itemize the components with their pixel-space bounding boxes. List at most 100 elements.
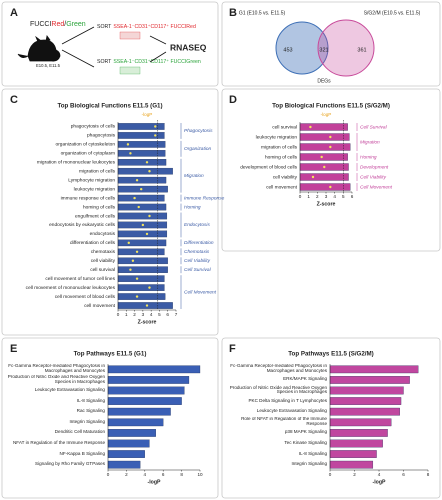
logp-dot	[329, 185, 332, 189]
x-tick-label: 0	[299, 194, 302, 199]
panel-letter: F	[229, 343, 236, 355]
group-label: Organization	[184, 146, 212, 152]
x-axis-label: Z-score	[317, 201, 336, 207]
x-tick-label: 6	[162, 472, 165, 477]
category-label-box: Signaling by Rho Family GTPases	[35, 461, 105, 466]
group-label: Differentiation	[184, 240, 214, 246]
category-label-box: p38 MAPK Signaling	[285, 430, 327, 435]
arrow	[149, 35, 167, 63]
bar	[329, 376, 410, 384]
bar	[329, 386, 404, 395]
bar	[107, 439, 150, 448]
category-label: cell movement	[84, 303, 116, 309]
bar	[299, 143, 351, 151]
bar	[117, 257, 168, 265]
logp-dot	[131, 259, 135, 262]
group-label: Phagocytosis	[184, 128, 213, 134]
category-label: organization of cytoplasm	[61, 151, 115, 157]
category-label-box: Rac Signaling	[77, 408, 105, 413]
logp-dot	[148, 214, 151, 218]
chart-title: Top Pathways E11.5 (G1)	[74, 351, 147, 358]
bar	[117, 284, 165, 291]
group-label: Chemotaxis	[184, 249, 210, 255]
category-label: PKC Delta Signaling in T Lymphocytes	[248, 397, 327, 403]
logp-dot	[145, 232, 149, 236]
category-label-box: NFAT in Regulation of the Immune Respons…	[13, 440, 105, 445]
bar	[107, 429, 156, 437]
group-label: Development	[360, 164, 389, 170]
category-label-box: Leukocyte Extravasation Signaling	[257, 408, 327, 413]
category-label: Fc-Gamma Receptor-mediated Phagocytosis …	[8, 364, 105, 374]
category-label: chemotaxis	[91, 249, 116, 255]
category-label: leukocyte migration	[74, 186, 116, 192]
title-part: Green	[66, 21, 86, 28]
bar	[117, 293, 166, 300]
x-tick-label: 5	[342, 194, 345, 199]
bar	[107, 460, 141, 469]
bar	[329, 460, 374, 469]
category-label: engulfment of cells	[75, 213, 116, 219]
category-label: endocytosis by eukaryotic cells	[49, 222, 115, 228]
group-label: Cell Survival	[360, 124, 388, 130]
arrow	[61, 26, 95, 68]
x-tick-label: 8	[180, 472, 183, 477]
x-tick-label: 1	[307, 194, 310, 199]
x-tick-label: 3	[325, 194, 328, 199]
bar	[329, 407, 400, 416]
title-part: Red	[51, 21, 64, 28]
bar	[117, 150, 166, 157]
category-label: organization of cytoskeleton	[56, 142, 116, 148]
logp-dot	[329, 145, 332, 149]
category-label-box: PKC Delta Signaling in T Lymphocytes	[248, 397, 327, 403]
group-label: Immune Response	[184, 195, 225, 201]
category-label: phagocytosis	[87, 133, 116, 139]
group-label: Homing	[184, 204, 201, 210]
venn-count: 361	[357, 47, 366, 53]
logp-dot	[145, 161, 149, 164]
category-label-box: Integrin Signaling	[70, 419, 106, 424]
logp-dot	[154, 125, 157, 128]
sort-row: SORT SSEA-1⁻CD31⁺CD117⁺ FUCCIGreen	[97, 59, 201, 65]
set-label: G1 (E10.5 vs. E11.5)	[239, 10, 286, 16]
group-label: Endocytosis	[184, 222, 210, 228]
category-label: Leukocyte Extravasation Signaling	[34, 387, 105, 393]
category-label-box: Integrin Signaling	[292, 461, 328, 466]
bar	[107, 376, 190, 384]
panel-letter: E	[10, 343, 17, 355]
panel-letter: C	[10, 94, 18, 106]
bar	[117, 275, 165, 282]
chart-title: Top Pathways E11.5 (S/G2/M)	[288, 351, 374, 358]
x-axis-label: Z-score	[138, 319, 157, 325]
x-tick-label: 8	[427, 472, 430, 477]
bar	[107, 397, 182, 405]
category-label: endocytosis	[90, 231, 116, 237]
category-label: Lymphocyte migration	[68, 177, 115, 183]
category-label: Production of Nitric Oxide and Reactive …	[7, 374, 105, 384]
secondary-axis-label: -logP	[142, 112, 153, 117]
logp-dot	[135, 277, 139, 280]
bar	[107, 386, 185, 395]
panel-letter: D	[229, 94, 237, 106]
logp-dot	[135, 250, 139, 254]
category-label-box: Production of Nitric Oxide and Reactive …	[230, 385, 327, 394]
category-label-box: NF-Kappa B Signaling	[60, 451, 105, 456]
x-tick-label: 5	[158, 312, 161, 317]
x-axis-label: -logP	[373, 479, 387, 485]
category-label: Fc-Gamma Receptor-mediated Phagocytosis …	[230, 364, 327, 374]
x-tick-label: 1	[125, 312, 128, 317]
category-label: migration of mononuclear leukocytes	[37, 160, 116, 166]
category-label: Tec Kinase Signaling	[284, 440, 327, 446]
x-tick-label: 6	[351, 194, 354, 199]
facs-thumbnail	[119, 31, 141, 40]
category-label: ERK/MAPK Signaling	[283, 376, 327, 382]
panel-frame	[1, 1, 219, 87]
category-label: IL-8 Signaling	[298, 450, 327, 456]
logp-dot	[133, 196, 136, 200]
category-label: migration of cells	[261, 144, 298, 150]
category-label-box: Fc-Gamma Receptor-mediated Phagocytosis …	[230, 364, 327, 374]
logp-dot	[137, 205, 140, 209]
mouse-icon	[17, 35, 61, 62]
category-label: homing of cells	[265, 154, 298, 160]
category-label: cell survival	[90, 267, 115, 273]
